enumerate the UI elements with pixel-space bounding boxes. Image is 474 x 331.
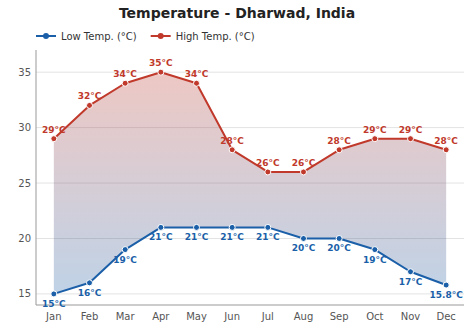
point xyxy=(122,247,128,253)
legend-item: Low Temp. (°C) xyxy=(36,31,137,42)
point xyxy=(87,280,93,286)
data-label: 15°C xyxy=(42,299,66,309)
point xyxy=(301,235,307,241)
data-label: 32°C xyxy=(78,91,102,101)
x-tick-label: Apr xyxy=(152,311,170,322)
data-label: 28°C xyxy=(327,136,351,146)
chart: Temperature - Dharwad, India 15 20 25 30 35 Ja… xyxy=(0,0,474,331)
point xyxy=(443,147,449,153)
point xyxy=(408,269,414,275)
point xyxy=(51,136,57,142)
legend-marker xyxy=(158,33,164,39)
plot-area xyxy=(51,69,449,297)
data-label: 34°C xyxy=(113,69,137,79)
data-label: 21°C xyxy=(149,232,173,242)
data-label: 20°C xyxy=(327,243,351,253)
data-label: 19°C xyxy=(113,255,137,265)
point xyxy=(336,147,342,153)
point xyxy=(51,291,57,297)
grid-line xyxy=(36,72,464,73)
x-tick-label: Mar xyxy=(116,311,136,322)
x-tick-label: Jun xyxy=(223,311,240,322)
point xyxy=(336,235,342,241)
legend-label: Low Temp. (°C) xyxy=(61,31,137,42)
data-label: 21°C xyxy=(256,232,280,242)
legend-marker xyxy=(43,33,49,39)
data-label: 15.8°C xyxy=(430,290,464,300)
y-tick-label: 35 xyxy=(18,67,31,78)
legend-label: High Temp. (°C) xyxy=(176,31,255,42)
data-label: 28°C xyxy=(220,136,244,146)
data-label: 19°C xyxy=(363,255,387,265)
data-label: 34°C xyxy=(185,69,209,79)
point xyxy=(372,136,378,142)
point xyxy=(229,224,235,230)
point xyxy=(194,80,200,86)
point xyxy=(408,136,414,142)
data-label: 26°C xyxy=(256,158,280,168)
point xyxy=(372,247,378,253)
point xyxy=(265,224,271,230)
range-band xyxy=(54,72,446,294)
y-tick-label: 30 xyxy=(18,122,31,133)
legend-item: High Temp. (°C) xyxy=(151,31,255,42)
point xyxy=(301,169,307,175)
x-axis-line xyxy=(36,305,464,306)
legend: Low Temp. (°C) High Temp. (°C) xyxy=(36,31,255,42)
x-tick-label: Feb xyxy=(81,311,99,322)
point xyxy=(158,224,164,230)
point xyxy=(443,282,449,288)
data-label: 20°C xyxy=(292,243,316,253)
data-label: 21°C xyxy=(185,232,209,242)
point xyxy=(265,169,271,175)
data-label: 26°C xyxy=(292,158,316,168)
data-label: 29°C xyxy=(399,125,423,135)
x-tick-label: Aug xyxy=(294,311,314,322)
y-axis-line xyxy=(36,50,37,305)
x-tick-label: Oct xyxy=(366,311,383,322)
point xyxy=(194,224,200,230)
y-tick-label: 15 xyxy=(18,288,31,299)
data-label: 21°C xyxy=(220,232,244,242)
x-tick-label: Dec xyxy=(436,311,455,322)
grid xyxy=(36,72,464,294)
data-label: 28°C xyxy=(434,136,458,146)
point xyxy=(158,69,164,75)
data-label: 17°C xyxy=(399,277,423,287)
y-tick-label: 25 xyxy=(18,178,31,189)
data-label: 35°C xyxy=(149,58,173,68)
point xyxy=(87,102,93,108)
data-label: 29°C xyxy=(363,125,387,135)
title: Temperature - Dharwad, India xyxy=(119,5,355,21)
y-tick-label: 20 xyxy=(18,233,31,244)
data-labels: 15°C 16°C 19°C 21°C 21°C 21°C 21°C 20°C 20°C 19°C… xyxy=(42,58,463,309)
point xyxy=(122,80,128,86)
data-label: 29°C xyxy=(42,125,66,135)
x-tick-label: Nov xyxy=(401,311,421,322)
x-tick-label: Sep xyxy=(330,311,349,322)
data-label: 16°C xyxy=(78,288,102,298)
line xyxy=(54,227,446,294)
line xyxy=(54,72,446,172)
x-tick-label: May xyxy=(186,311,207,322)
point xyxy=(229,147,235,153)
x-tick-label: Jan xyxy=(45,311,61,322)
x-tick-label: Jul xyxy=(261,311,274,322)
